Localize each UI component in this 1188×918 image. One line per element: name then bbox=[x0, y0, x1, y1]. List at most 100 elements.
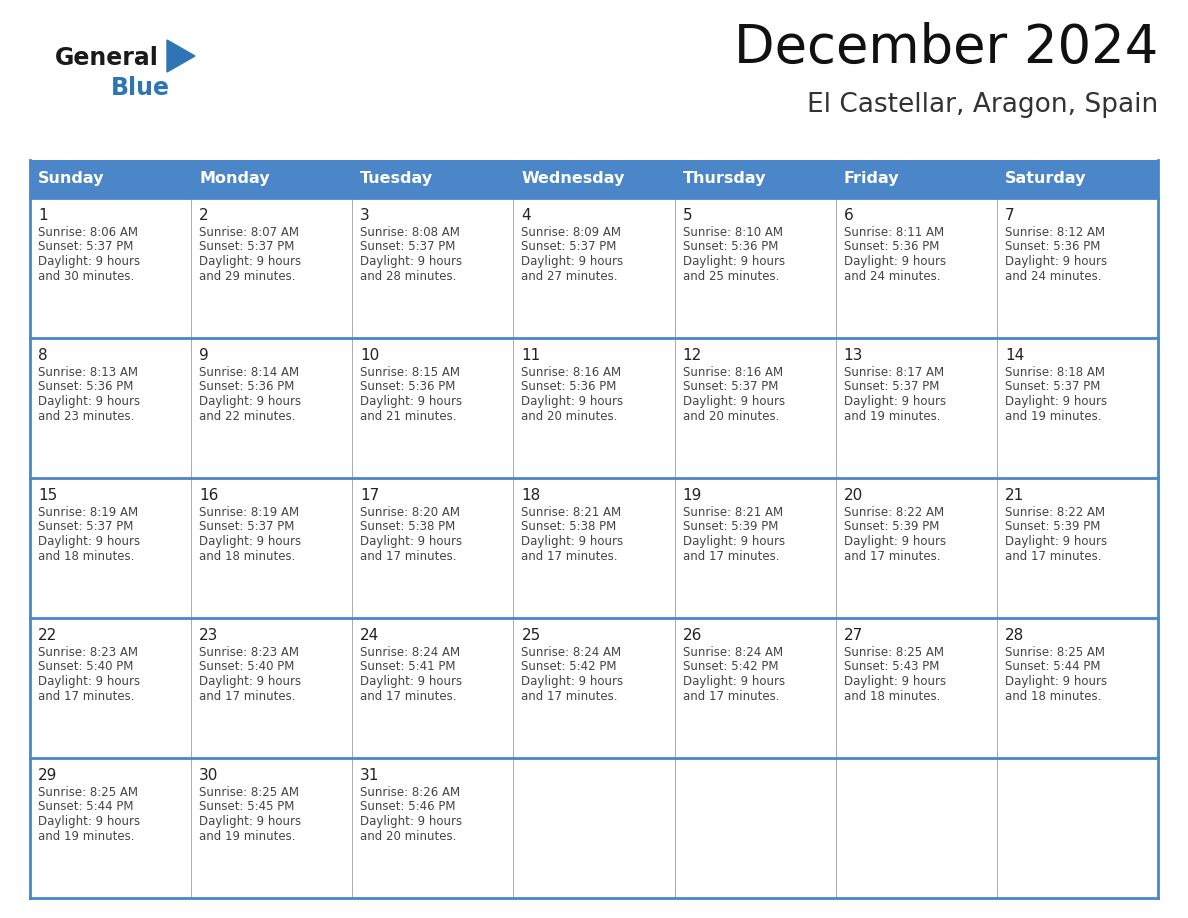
Text: and 18 minutes.: and 18 minutes. bbox=[843, 689, 940, 702]
Bar bbox=[191, 198, 353, 338]
Text: Wednesday: Wednesday bbox=[522, 172, 625, 186]
Bar bbox=[513, 478, 675, 618]
Bar bbox=[997, 478, 1158, 618]
Text: Sunset: 5:39 PM: Sunset: 5:39 PM bbox=[843, 521, 939, 533]
Text: Sunrise: 8:20 AM: Sunrise: 8:20 AM bbox=[360, 506, 460, 519]
Text: Sunrise: 8:19 AM: Sunrise: 8:19 AM bbox=[38, 506, 138, 519]
Text: Daylight: 9 hours: Daylight: 9 hours bbox=[683, 255, 785, 268]
Text: Daylight: 9 hours: Daylight: 9 hours bbox=[843, 395, 946, 408]
Bar bbox=[191, 618, 353, 758]
Text: Daylight: 9 hours: Daylight: 9 hours bbox=[522, 535, 624, 548]
Bar bbox=[835, 198, 997, 338]
Text: Daylight: 9 hours: Daylight: 9 hours bbox=[360, 255, 462, 268]
Text: Daylight: 9 hours: Daylight: 9 hours bbox=[200, 675, 302, 688]
Bar bbox=[835, 160, 997, 198]
Bar bbox=[997, 618, 1158, 758]
Polygon shape bbox=[168, 40, 195, 72]
Text: Daylight: 9 hours: Daylight: 9 hours bbox=[38, 535, 140, 548]
Text: 5: 5 bbox=[683, 208, 693, 223]
Text: and 17 minutes.: and 17 minutes. bbox=[522, 689, 618, 702]
Text: Sunset: 5:36 PM: Sunset: 5:36 PM bbox=[843, 241, 939, 253]
Text: Sunrise: 8:17 AM: Sunrise: 8:17 AM bbox=[843, 366, 943, 379]
Text: and 18 minutes.: and 18 minutes. bbox=[200, 550, 296, 563]
Text: 23: 23 bbox=[200, 628, 219, 643]
Text: 16: 16 bbox=[200, 488, 219, 503]
Text: 28: 28 bbox=[1005, 628, 1024, 643]
Text: Daylight: 9 hours: Daylight: 9 hours bbox=[522, 675, 624, 688]
Bar bbox=[835, 618, 997, 758]
Text: Daylight: 9 hours: Daylight: 9 hours bbox=[360, 395, 462, 408]
Bar bbox=[675, 198, 835, 338]
Text: 20: 20 bbox=[843, 488, 862, 503]
Bar bbox=[513, 618, 675, 758]
Text: Daylight: 9 hours: Daylight: 9 hours bbox=[360, 815, 462, 828]
Text: Sunday: Sunday bbox=[38, 172, 105, 186]
Bar bbox=[997, 338, 1158, 478]
Text: and 18 minutes.: and 18 minutes. bbox=[38, 550, 134, 563]
Text: Sunset: 5:36 PM: Sunset: 5:36 PM bbox=[360, 380, 456, 394]
Bar bbox=[353, 758, 513, 898]
Text: Saturday: Saturday bbox=[1005, 172, 1086, 186]
Text: 19: 19 bbox=[683, 488, 702, 503]
Text: 6: 6 bbox=[843, 208, 853, 223]
Text: Daylight: 9 hours: Daylight: 9 hours bbox=[200, 255, 302, 268]
Text: Sunrise: 8:21 AM: Sunrise: 8:21 AM bbox=[522, 506, 621, 519]
Text: Daylight: 9 hours: Daylight: 9 hours bbox=[1005, 535, 1107, 548]
Text: 10: 10 bbox=[360, 348, 379, 363]
Text: Daylight: 9 hours: Daylight: 9 hours bbox=[843, 255, 946, 268]
Text: and 23 minutes.: and 23 minutes. bbox=[38, 409, 134, 422]
Text: and 20 minutes.: and 20 minutes. bbox=[683, 409, 779, 422]
Bar bbox=[191, 478, 353, 618]
Text: 24: 24 bbox=[360, 628, 379, 643]
Text: 15: 15 bbox=[38, 488, 57, 503]
Text: Sunrise: 8:16 AM: Sunrise: 8:16 AM bbox=[683, 366, 783, 379]
Text: 9: 9 bbox=[200, 348, 209, 363]
Text: 18: 18 bbox=[522, 488, 541, 503]
Text: Sunrise: 8:06 AM: Sunrise: 8:06 AM bbox=[38, 226, 138, 239]
Text: Sunrise: 8:12 AM: Sunrise: 8:12 AM bbox=[1005, 226, 1105, 239]
Text: 12: 12 bbox=[683, 348, 702, 363]
Text: Daylight: 9 hours: Daylight: 9 hours bbox=[683, 675, 785, 688]
Text: Sunrise: 8:15 AM: Sunrise: 8:15 AM bbox=[360, 366, 460, 379]
Text: December 2024: December 2024 bbox=[734, 22, 1158, 74]
Bar bbox=[30, 478, 191, 618]
Text: Sunset: 5:37 PM: Sunset: 5:37 PM bbox=[38, 521, 133, 533]
Text: Daylight: 9 hours: Daylight: 9 hours bbox=[522, 255, 624, 268]
Text: Daylight: 9 hours: Daylight: 9 hours bbox=[843, 535, 946, 548]
Text: 21: 21 bbox=[1005, 488, 1024, 503]
Text: Daylight: 9 hours: Daylight: 9 hours bbox=[843, 675, 946, 688]
Text: Sunrise: 8:11 AM: Sunrise: 8:11 AM bbox=[843, 226, 943, 239]
Text: Daylight: 9 hours: Daylight: 9 hours bbox=[360, 675, 462, 688]
Bar bbox=[835, 338, 997, 478]
Text: Sunset: 5:41 PM: Sunset: 5:41 PM bbox=[360, 660, 456, 674]
Text: 4: 4 bbox=[522, 208, 531, 223]
Text: 1: 1 bbox=[38, 208, 48, 223]
Text: Sunrise: 8:16 AM: Sunrise: 8:16 AM bbox=[522, 366, 621, 379]
Text: Sunrise: 8:22 AM: Sunrise: 8:22 AM bbox=[843, 506, 943, 519]
Text: Daylight: 9 hours: Daylight: 9 hours bbox=[200, 535, 302, 548]
Text: Sunset: 5:45 PM: Sunset: 5:45 PM bbox=[200, 800, 295, 813]
Text: and 20 minutes.: and 20 minutes. bbox=[360, 830, 456, 843]
Text: Sunrise: 8:24 AM: Sunrise: 8:24 AM bbox=[683, 646, 783, 659]
Text: and 19 minutes.: and 19 minutes. bbox=[200, 830, 296, 843]
Text: Daylight: 9 hours: Daylight: 9 hours bbox=[522, 395, 624, 408]
Bar bbox=[191, 160, 353, 198]
Text: Sunset: 5:37 PM: Sunset: 5:37 PM bbox=[683, 380, 778, 394]
Bar bbox=[835, 758, 997, 898]
Text: Daylight: 9 hours: Daylight: 9 hours bbox=[683, 395, 785, 408]
Text: 29: 29 bbox=[38, 768, 57, 783]
Bar bbox=[997, 160, 1158, 198]
Text: and 19 minutes.: and 19 minutes. bbox=[1005, 409, 1101, 422]
Bar bbox=[30, 338, 191, 478]
Text: Sunset: 5:46 PM: Sunset: 5:46 PM bbox=[360, 800, 456, 813]
Text: Sunset: 5:37 PM: Sunset: 5:37 PM bbox=[1005, 380, 1100, 394]
Text: Sunset: 5:44 PM: Sunset: 5:44 PM bbox=[38, 800, 133, 813]
Text: Daylight: 9 hours: Daylight: 9 hours bbox=[1005, 675, 1107, 688]
Text: Sunset: 5:44 PM: Sunset: 5:44 PM bbox=[1005, 660, 1100, 674]
Text: Sunset: 5:39 PM: Sunset: 5:39 PM bbox=[1005, 521, 1100, 533]
Text: 22: 22 bbox=[38, 628, 57, 643]
Text: Friday: Friday bbox=[843, 172, 899, 186]
Bar bbox=[513, 160, 675, 198]
Text: Blue: Blue bbox=[110, 76, 170, 100]
Text: Sunset: 5:36 PM: Sunset: 5:36 PM bbox=[1005, 241, 1100, 253]
